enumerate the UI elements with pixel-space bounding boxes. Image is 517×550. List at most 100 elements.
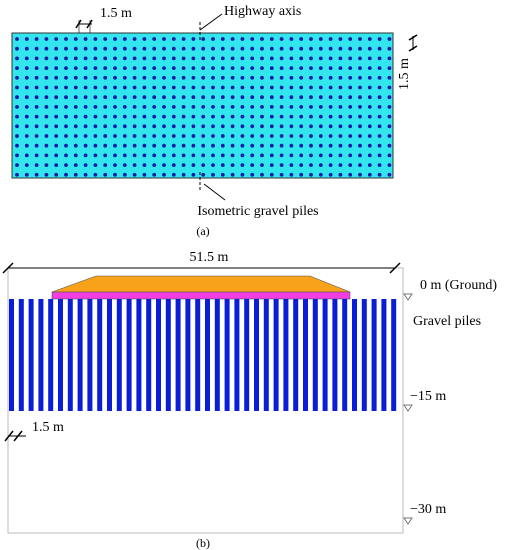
pile-dot — [181, 124, 186, 129]
pile-dot — [122, 163, 127, 168]
pile-dot — [269, 37, 274, 41]
pile-stripe — [136, 299, 142, 411]
pile-dot — [279, 75, 284, 80]
pile-dot — [299, 143, 304, 148]
pile-dot — [260, 114, 264, 119]
pile-dot — [181, 46, 186, 51]
pile-dot — [64, 143, 68, 148]
pile-dot — [348, 153, 353, 158]
pile-dot — [15, 105, 19, 109]
pile-dot — [122, 153, 127, 158]
pile-dot — [73, 105, 78, 109]
pile-dot — [64, 37, 68, 41]
pile-dot — [250, 143, 255, 148]
pile-dot — [191, 114, 196, 119]
pile-dot — [113, 56, 117, 61]
pile-dot — [220, 85, 225, 90]
pile-dot — [279, 37, 284, 41]
pile-dot — [83, 143, 88, 148]
pile-dot — [299, 56, 304, 61]
pile-dot — [73, 114, 78, 119]
pile-dot — [171, 143, 176, 148]
pile-dot — [142, 163, 147, 168]
pile-stripe — [244, 299, 250, 411]
pile-dot — [142, 143, 147, 148]
pile-stripe — [58, 299, 63, 411]
pile-dot — [279, 66, 284, 70]
pile-dot — [73, 153, 78, 158]
pile-dot — [318, 85, 323, 90]
pile-dot — [348, 114, 353, 119]
pile-dot — [171, 105, 176, 109]
pile-dot — [113, 124, 117, 129]
pile-dot — [309, 37, 313, 41]
pile-dot — [201, 95, 206, 100]
pile-dot — [191, 134, 196, 138]
pile-dot — [348, 105, 353, 109]
pile-dot — [328, 143, 333, 148]
pile-dot — [132, 153, 137, 158]
pile-dot — [73, 46, 78, 51]
pile-dot — [44, 163, 49, 168]
pile-dot — [260, 56, 264, 61]
caption: (a) — [196, 224, 209, 238]
pile-dot — [44, 153, 49, 158]
pile-dot — [73, 85, 78, 90]
pile-dot — [260, 172, 264, 177]
pile-dot — [211, 114, 215, 119]
pile-dot — [93, 66, 98, 70]
pile-dot — [269, 56, 274, 61]
pile-stripe — [97, 299, 103, 411]
pile-dot — [338, 85, 343, 90]
pile-dot — [24, 95, 29, 100]
pile-dot — [367, 75, 372, 80]
pile-dot — [269, 46, 274, 51]
pile-dot — [162, 134, 166, 138]
pile-dot — [93, 163, 98, 168]
pile-dot — [289, 153, 294, 158]
pile-dot — [299, 105, 304, 109]
pile-dot — [142, 37, 147, 41]
pile-dot — [269, 124, 274, 129]
dim-tick — [389, 262, 401, 274]
pile-dot — [279, 143, 284, 148]
pile-dot — [260, 37, 264, 41]
pile-dot — [387, 75, 392, 80]
pile-dot — [201, 46, 206, 51]
pile-dot — [64, 134, 68, 138]
pile-dot — [191, 85, 196, 90]
pile-dot — [171, 37, 176, 41]
pile-stripe — [67, 299, 73, 411]
pile-stripe — [312, 299, 318, 411]
pile-dot — [250, 114, 255, 119]
pile-dot — [367, 143, 372, 148]
pile-dot — [358, 105, 362, 109]
pile-dot — [171, 134, 176, 138]
pile-stripe — [185, 299, 191, 411]
pile-stripe — [87, 299, 93, 411]
pile-dot — [269, 95, 274, 100]
pile-dot — [338, 95, 343, 100]
pile-dot — [132, 124, 137, 129]
pile-dot — [54, 134, 59, 138]
pile-dot — [377, 105, 382, 109]
pile-dot — [24, 105, 29, 109]
pile-dot — [142, 153, 147, 158]
pile-dot — [318, 153, 323, 158]
pile-dot — [162, 143, 166, 148]
pile-dot — [387, 134, 392, 138]
pile-dot — [309, 46, 313, 51]
pile-dot — [132, 66, 137, 70]
pile-dot — [132, 143, 137, 148]
pile-dot — [279, 105, 284, 109]
pile-dot — [64, 153, 68, 158]
pile-dot — [34, 134, 39, 138]
pile-dot — [220, 46, 225, 51]
pile-dot — [387, 37, 392, 41]
pile-stripe — [254, 299, 259, 411]
pile-dot — [54, 105, 59, 109]
pile-dot — [54, 163, 59, 168]
pile-dot — [191, 143, 196, 148]
pile-dot — [358, 134, 362, 138]
